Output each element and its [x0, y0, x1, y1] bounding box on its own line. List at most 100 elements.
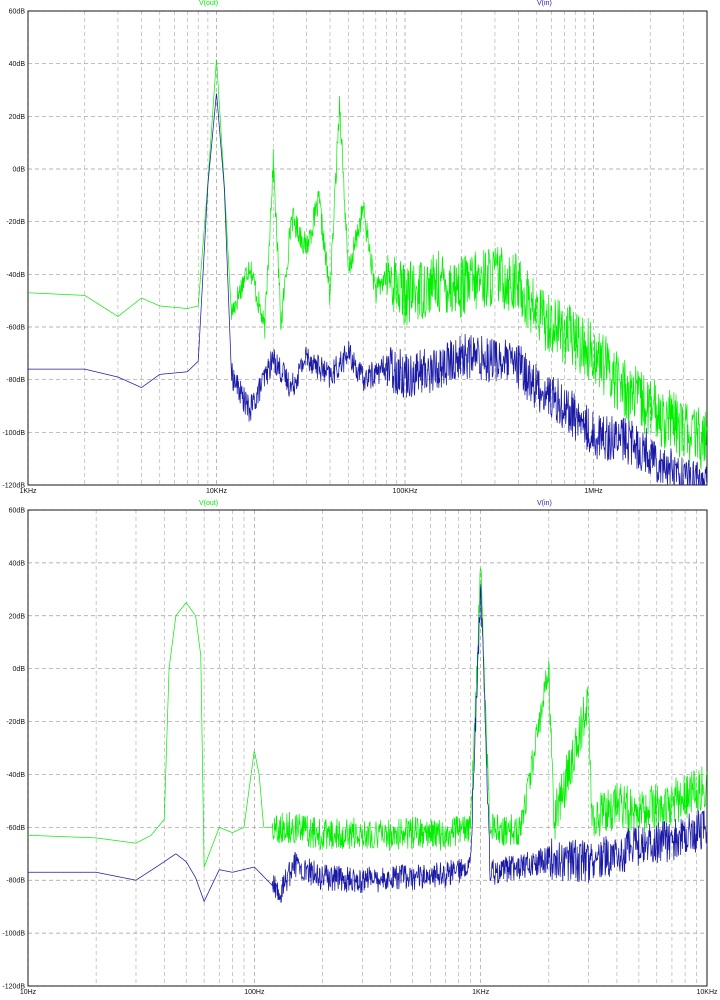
series-point-1-1-9	[232, 872, 233, 873]
y-tick-label-0-6: -60dB	[6, 325, 25, 332]
series-point-1-1-17	[470, 867, 471, 868]
series-point-1-0-2	[136, 843, 137, 844]
y-tick-label-1-6: -60dB	[6, 825, 25, 832]
series-point-0-1-27	[626, 440, 627, 441]
series-point-1-0-4	[164, 819, 165, 820]
plot-frame-0	[27, 10, 708, 486]
series-point-0-1-30	[707, 485, 708, 486]
series-point-1-1-7	[204, 901, 205, 902]
series-point-0-1-5	[187, 371, 188, 372]
series-point-0-0-6	[198, 306, 199, 307]
series-point-0-1-24	[536, 387, 537, 388]
series-point-0-0-35	[707, 443, 708, 444]
series-point-1-0-18	[294, 827, 295, 828]
series-point-1-1-15	[412, 877, 413, 878]
x-tick-label-0-2: 100KHz	[393, 488, 418, 495]
series-point-1-1-18	[475, 721, 476, 722]
series-point-1-1-22	[520, 867, 521, 868]
series-point-0-0-29	[536, 313, 537, 314]
y-tick-label-1-9: -120dB	[2, 984, 25, 991]
series-point-0-1-12	[273, 358, 274, 359]
series-point-1-0-33	[592, 816, 593, 817]
plot-frame-1	[27, 509, 708, 987]
series-point-0-0-26	[461, 287, 462, 288]
series-point-0-0-4	[159, 306, 160, 307]
series-point-0-0-32	[626, 390, 627, 391]
legend-label-0-1: V(in)	[537, 0, 552, 7]
series-point-1-1-8	[219, 869, 220, 870]
series-point-0-1-10	[231, 374, 232, 375]
y-tick-label-0-0: 60dB	[9, 9, 26, 16]
series-point-0-0-28	[518, 285, 519, 286]
series-point-1-0-17	[263, 827, 264, 828]
y-tick-label-1-3: 0dB	[13, 666, 26, 673]
series-point-0-0-16	[306, 248, 307, 249]
y-tick-label-0-5: -40dB	[6, 272, 25, 279]
series-point-1-0-19	[322, 835, 323, 836]
series-point-1-1-21	[490, 872, 491, 873]
series-point-0-0-34	[683, 429, 684, 430]
series-point-0-0-13	[273, 161, 274, 162]
y-tick-label-0-9: -120dB	[2, 483, 25, 490]
series-point-1-0-34	[617, 806, 618, 807]
x-tick-label-1-2: 1KHz	[472, 989, 490, 996]
y-tick-label-1-7: -80dB	[6, 878, 25, 885]
series-point-1-1-13	[322, 877, 323, 878]
plot-area-0	[28, 11, 707, 485]
series-point-1-0-22	[412, 832, 413, 833]
series-point-0-0-18	[330, 295, 331, 296]
series-point-1-1-6	[195, 877, 196, 878]
chart-panel-1: 60dB 40dB 20dB 0dB -20dB -40dB -60dB -80dB -100d…	[2, 500, 718, 996]
series-point-0-0-1	[84, 295, 85, 296]
series-point-0-1-20	[438, 369, 439, 370]
series-point-1-0-21	[390, 835, 391, 836]
y-tick-label-1-2: 20dB	[9, 613, 26, 620]
series-point-1-1-14	[362, 880, 363, 881]
x-tick-label-1-0: 10Hz	[20, 989, 37, 996]
series-point-0-1-11	[249, 411, 250, 412]
y-tick-label-0-7: -80dB	[6, 377, 25, 384]
series-point-0-0-0	[28, 292, 29, 293]
series-point-0-1-0	[28, 369, 29, 370]
series-point-0-1-22	[495, 358, 496, 359]
series-point-1-0-16	[259, 774, 260, 775]
series-point-0-1-13	[291, 387, 292, 388]
series-point-0-1-29	[683, 479, 684, 480]
series-point-1-1-5	[186, 861, 187, 862]
series-point-1-0-28	[490, 830, 491, 831]
x-tick-label-0-0: 1KHz	[19, 488, 37, 495]
series-point-0-0-23	[386, 274, 387, 275]
series-line-1-0	[27, 568, 708, 868]
series-point-0-0-15	[291, 216, 292, 217]
series-point-0-0-5	[187, 308, 188, 309]
y-tick-label-1-5: -40dB	[6, 772, 25, 779]
series-point-0-0-30	[564, 332, 565, 333]
series-point-1-0-23	[445, 835, 446, 836]
y-tick-label-1-8: -100dB	[2, 931, 25, 938]
series-point-1-0-7	[186, 602, 187, 603]
series-point-0-1-8	[216, 92, 217, 93]
series-line-0-0	[27, 59, 708, 470]
series-point-0-0-17	[319, 200, 320, 201]
x-tick-label-0-1: 10KHz	[206, 488, 228, 495]
series-point-0-0-22	[375, 292, 376, 293]
series-point-0-0-25	[438, 282, 439, 283]
series-point-0-1-1	[84, 369, 85, 370]
series-point-1-0-15	[254, 750, 255, 751]
plot-area-1	[28, 510, 707, 986]
series-point-1-1-11	[280, 893, 281, 894]
y-tick-label-0-1: 40dB	[9, 61, 26, 68]
y-tick-label-0-8: -100dB	[2, 430, 25, 437]
series-point-1-0-35	[639, 811, 640, 812]
series-point-1-1-28	[707, 827, 708, 828]
y-tick-label-1-4: -20dB	[6, 719, 25, 726]
series-point-1-0-6	[175, 615, 176, 616]
series-point-0-0-14	[281, 324, 282, 325]
x-tick-label-1-3: 10KHz	[696, 989, 718, 996]
series-point-1-1-1	[96, 872, 97, 873]
legend-label-1-0: V(out)	[199, 500, 218, 507]
series-point-0-1-17	[363, 379, 364, 380]
series-point-1-0-1	[96, 838, 97, 839]
series-point-0-0-12	[264, 329, 265, 330]
